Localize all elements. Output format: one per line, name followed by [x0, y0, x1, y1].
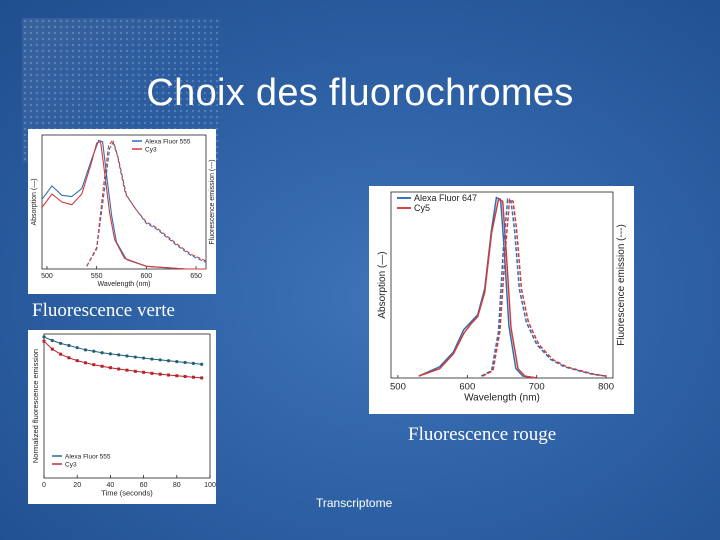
photostability-svg: 0 20 40 60 80 100 Time (seconds) Normalized flu… — [31, 333, 216, 498]
slide-title: Choix des fluorochromes — [146, 72, 574, 114]
series-line-absorption-0 — [41, 139, 206, 270]
legend-label: Cy5 — [414, 203, 430, 213]
x-tick-label: 80 — [173, 482, 181, 489]
plot-frame — [390, 191, 614, 379]
x-tick-label: 550 — [91, 273, 103, 280]
data-point — [100, 351, 104, 355]
x-axis-label: Wavelength (nm) — [97, 281, 150, 288]
data-point — [166, 359, 171, 363]
data-point — [108, 352, 112, 356]
legend-label: Alexa Fluor 555 — [65, 453, 111, 460]
data-point — [92, 349, 96, 353]
data-point — [150, 371, 154, 375]
y-axis-label: Absorption (—) — [377, 251, 388, 318]
data-point — [133, 355, 137, 359]
data-point — [50, 347, 54, 351]
data-point — [191, 375, 195, 379]
caption-red-fluorescence: Fluorescence rouge — [408, 424, 557, 445]
data-point — [108, 366, 112, 370]
data-point — [59, 352, 63, 356]
data-point — [133, 369, 137, 373]
legend-label: Cy3 — [145, 146, 157, 153]
data-point — [67, 343, 71, 348]
x-tick-label: 20 — [73, 482, 81, 489]
data-point — [183, 374, 187, 378]
series-line-emission-2 — [86, 140, 207, 267]
data-point — [142, 356, 146, 360]
caption-green-fluorescence: Fluorescence verte — [32, 300, 175, 321]
y-axis-label: Absorption (—) — [31, 178, 38, 225]
green-spectra-chart: 500 550 600 650 Wavelength (nm) Absorption (—… — [28, 129, 216, 294]
footer-label: Transcriptome — [316, 496, 393, 510]
x-axis-label: Wavelength (nm) — [464, 393, 540, 404]
series-line-emission-2 — [480, 198, 607, 377]
data-point — [42, 339, 46, 343]
data-point — [75, 346, 79, 350]
data-point — [84, 361, 87, 365]
legend-label: Alexa Fluor 647 — [414, 193, 477, 203]
data-point — [117, 353, 121, 357]
data-point — [75, 359, 79, 363]
y-axis-label-right: Fluorescence emission (---) — [209, 159, 216, 244]
data-point — [125, 354, 129, 358]
data-point — [200, 362, 204, 366]
data-point — [100, 364, 104, 368]
plot-frame — [41, 134, 207, 270]
series-line-absorption-1 — [41, 140, 206, 270]
y-axis-label: Normalized fluorescence emission — [31, 349, 40, 463]
data-point — [200, 376, 204, 380]
data-point — [191, 361, 195, 365]
data-point — [167, 373, 170, 377]
data-point — [150, 357, 154, 361]
x-tick-label: 40 — [107, 482, 115, 489]
red-spectra-chart: 500 600 700 800 Wavelength (nm) Absorption (—… — [369, 186, 634, 414]
data-point — [158, 358, 162, 362]
legend-label: Alexa Fluor 555 — [145, 138, 191, 145]
data-point — [175, 374, 179, 378]
series-line-data-0 — [43, 336, 202, 365]
data-point — [83, 348, 88, 352]
series-line-absorption-1 — [418, 198, 537, 379]
y-axis-label-right: Fluorescence emission (---) — [616, 224, 627, 346]
x-axis-label: Time (seconds) — [101, 489, 153, 498]
x-tick-label: 100 — [204, 482, 216, 489]
data-point — [59, 341, 63, 345]
data-point — [92, 363, 96, 367]
red-spectra-svg: 500 600 700 800 Wavelength (nm) Absorption (—… — [377, 191, 627, 404]
series-line-emission-3 — [482, 198, 607, 377]
data-point — [42, 335, 46, 339]
x-tick-label: 800 — [598, 382, 614, 393]
x-tick-label: 500 — [41, 273, 53, 280]
data-point — [50, 338, 54, 343]
x-tick-label: 0 — [42, 482, 46, 489]
data-point — [142, 370, 146, 374]
series-line-data-1 — [43, 340, 202, 379]
plot-frame — [43, 333, 211, 479]
x-tick-label: 500 — [390, 382, 406, 393]
x-tick-label: 650 — [190, 273, 202, 280]
data-point — [125, 368, 129, 372]
green-spectra-svg: 500 550 600 650 Wavelength (nm) Absorption (—… — [31, 134, 216, 288]
series-line-emission-3 — [86, 139, 207, 267]
data-point — [183, 360, 187, 365]
data-point — [158, 372, 162, 376]
data-point — [67, 356, 71, 360]
x-tick-label: 600 — [459, 382, 475, 393]
x-tick-label: 60 — [140, 482, 148, 489]
photostability-chart: 0 20 40 60 80 100 Time (seconds) Normalized flu… — [28, 330, 216, 504]
data-point — [175, 360, 179, 364]
legend-label: Cy3 — [65, 461, 77, 468]
series-line-absorption-0 — [418, 196, 537, 379]
x-tick-label: 600 — [141, 273, 153, 280]
data-point — [117, 367, 121, 371]
x-tick-label: 700 — [529, 382, 545, 393]
